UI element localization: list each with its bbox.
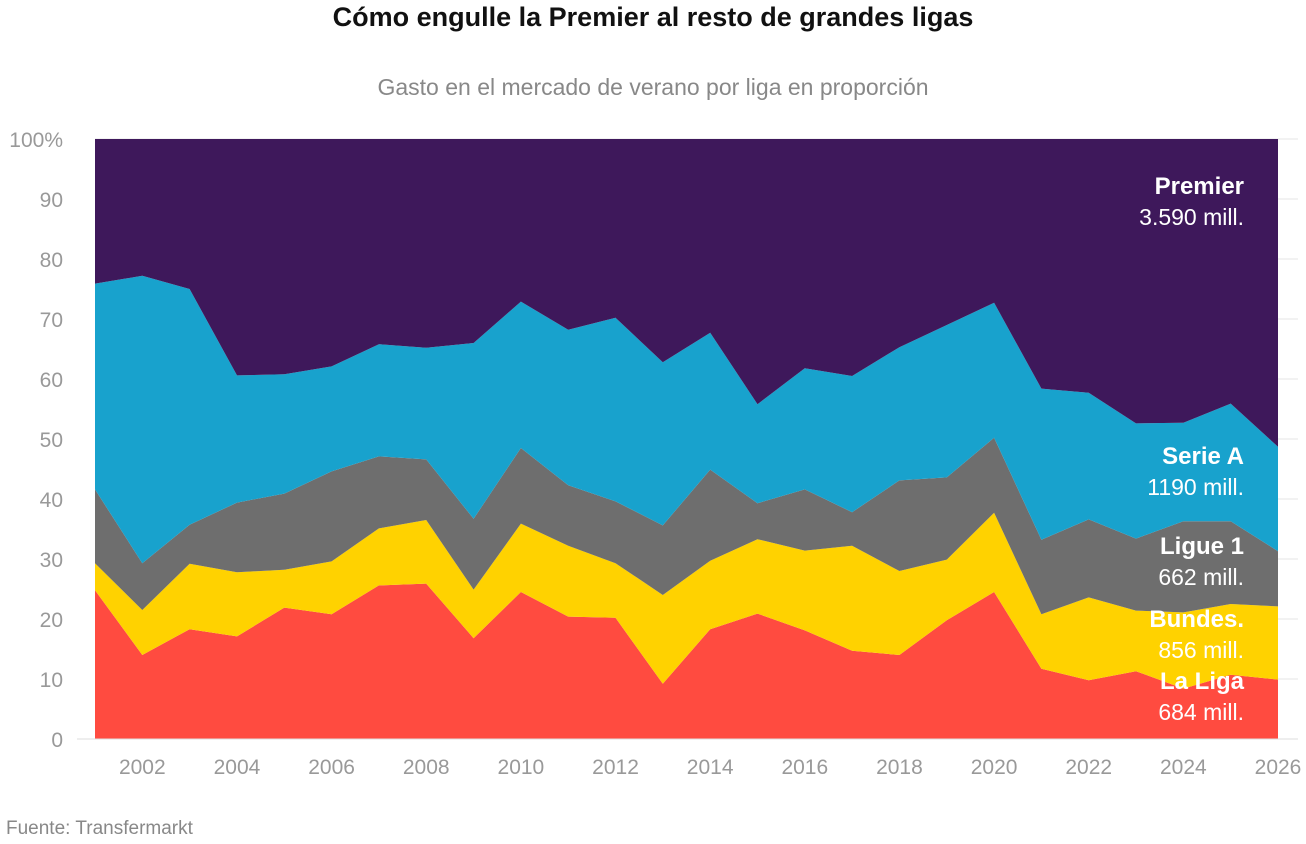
series-label-total: 1190 mill. (1147, 474, 1244, 500)
y-tick-label: 40 (40, 489, 63, 512)
x-tick-label: 2020 (971, 756, 1018, 779)
series-label-total: 3.590 mill. (1139, 204, 1244, 230)
y-tick-label: 30 (40, 549, 63, 572)
x-tick-label: 2018 (876, 756, 923, 779)
series-label-total: 856 mill. (1158, 637, 1244, 663)
series-area-ligue-1 (95, 437, 1278, 615)
y-tick-label: 60 (40, 369, 63, 392)
series-label-name: Premier (1155, 173, 1244, 200)
y-tick-label: 50 (40, 429, 63, 452)
y-tick-label: 80 (40, 249, 63, 272)
series-area-la-liga (95, 583, 1278, 739)
chart-subtitle: Gasto en el mercado de verano por liga e… (377, 74, 929, 100)
y-tick-label: 20 (40, 609, 63, 632)
series-area-bundes (95, 512, 1278, 689)
x-tick-label: 2006 (308, 756, 355, 779)
series-label-total: 662 mill. (1158, 564, 1244, 590)
series-label-name: Bundes. (1149, 606, 1244, 633)
chart-title: Cómo engulle la Premier al resto de gran… (332, 2, 974, 32)
x-tick-label: 2014 (687, 756, 734, 779)
series-label-total: 684 mill. (1158, 699, 1244, 725)
y-tick-label: 100% (9, 129, 63, 152)
x-tick-label: 2026 (1255, 756, 1302, 779)
y-tick-label: 70 (40, 309, 63, 332)
series-area-serie-a (95, 275, 1278, 564)
y-tick-label: 0 (51, 729, 63, 752)
x-tick-label: 2004 (214, 756, 261, 779)
series-label-name: Serie A (1162, 443, 1244, 470)
x-tick-label: 2010 (498, 756, 545, 779)
source-note: Fuente: Transfermarkt (6, 818, 193, 839)
series-label-name: La Liga (1160, 668, 1245, 695)
x-tick-label: 2002 (119, 756, 166, 779)
x-tick-label: 2012 (592, 756, 639, 779)
x-tick-label: 2024 (1160, 756, 1207, 779)
y-tick-label: 90 (40, 189, 63, 212)
series-labels: La Liga 684 mill. Bundes. 856 mill. Ligue 1 6… (1139, 173, 1244, 725)
x-tick-label: 2016 (781, 756, 828, 779)
x-tick-label: 2022 (1065, 756, 1112, 779)
x-tick-label: 2008 (403, 756, 450, 779)
series-label-name: Ligue 1 (1160, 533, 1244, 560)
area-series (95, 139, 1278, 739)
series-area-premier (95, 139, 1278, 447)
y-tick-label: 10 (40, 669, 63, 692)
axes: 0 10 20 30 40 50 60 70 80 90 100% 2002 2004 2006 2008 2… (9, 129, 1301, 779)
